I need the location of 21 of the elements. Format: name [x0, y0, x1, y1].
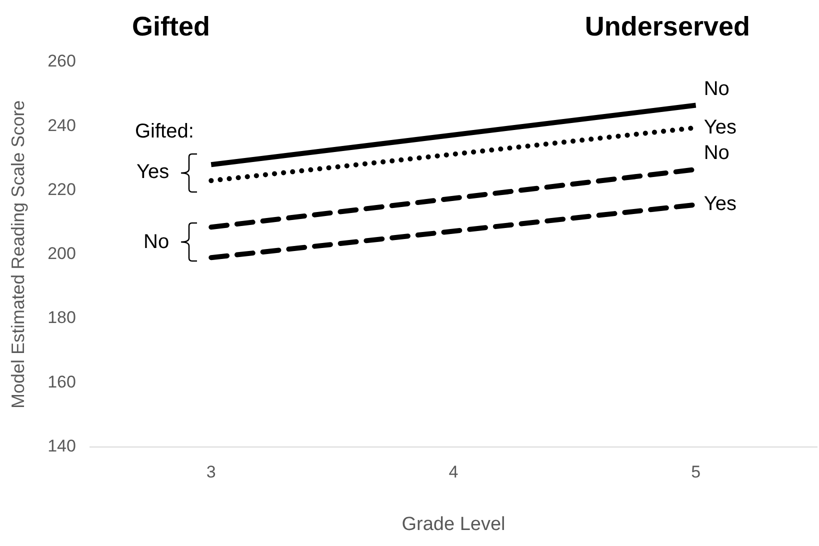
series-label: No [704, 142, 730, 164]
x-axis-title: Grade Level [402, 514, 506, 535]
x-tick-label: 5 [691, 462, 701, 482]
y-tick-label: 200 [48, 244, 76, 264]
annotation: Yes [136, 161, 170, 184]
series-label: Yes [704, 116, 736, 138]
x-tick-label: 4 [448, 462, 458, 482]
y-tick-label: 240 [48, 116, 76, 135]
y-tick-label: 220 [48, 180, 76, 199]
y-tick-label: 260 [48, 52, 76, 71]
y-axis-title: Model Estimated Reading Scale Score [8, 100, 28, 408]
y-tick-label: 140 [48, 436, 76, 456]
y-tick-label: 180 [48, 308, 76, 328]
text: Gifted [132, 11, 210, 42]
annotation: Gifted: [135, 120, 194, 143]
series-label: Yes [704, 193, 736, 216]
x-tick-label: 3 [206, 462, 216, 482]
annotation: No [144, 230, 170, 253]
y-tick-label: 160 [48, 372, 76, 392]
text: Underserved [584, 11, 750, 42]
series-label: No [704, 78, 730, 100]
